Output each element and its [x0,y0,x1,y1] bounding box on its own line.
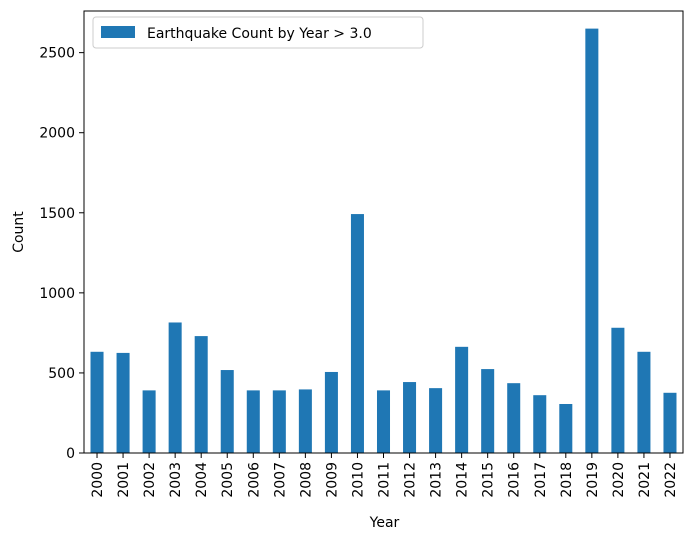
bar-2019 [585,28,599,454]
y-tick-label: 2500 [39,46,75,62]
bar-2021 [637,351,651,453]
x-tick-label: 2010 [350,462,366,498]
y-tick-label: 0 [66,446,75,462]
x-tick-label: 2012 [403,462,419,498]
x-tick-label: 2005 [220,462,236,498]
bar-2004 [194,336,208,453]
x-axis-ticks: 2000 2001 2002 2003 2004 2005 2006 2007 2008 2009… [90,453,679,498]
bar-2020 [611,327,625,453]
bar-2012 [403,382,417,453]
bar-2018 [559,403,573,453]
x-tick-label: 2003 [168,462,184,498]
x-tick-label: 2021 [637,462,653,498]
x-tick-label: 2013 [429,462,445,498]
y-axis-label: Count [11,211,27,253]
bar-2002 [142,390,156,453]
bar-2011 [376,390,391,453]
x-tick-label: 2006 [246,462,262,498]
bar-2005 [220,370,234,453]
legend: Earthquake Count by Year > 3.0 [92,16,424,49]
x-tick-label: 2014 [455,462,471,498]
x-tick-label: 2011 [377,462,393,498]
x-tick-label: 2007 [272,462,288,498]
bar-2013 [429,388,443,453]
bar-2014 [455,346,469,453]
bar-2006 [246,390,260,453]
x-tick-label: 2022 [663,462,679,498]
bar-2008 [298,389,312,453]
y-tick-label: 1000 [39,286,75,302]
y-axis-ticks: 0 500 1000 1500 2000 2500 [39,46,84,462]
bar-series [90,28,677,454]
y-tick-label: 2000 [39,126,75,142]
legend-swatch [101,26,135,38]
legend-box [92,16,424,49]
bar-2017 [533,395,547,453]
bar-2001 [116,352,130,453]
x-tick-label: 2001 [116,462,132,498]
bar-2003 [168,322,182,453]
bar-2007 [272,390,286,453]
x-tick-label: 2017 [533,462,549,498]
bar-2016 [507,383,521,453]
plot-frame [83,10,684,454]
bar-2022 [663,392,677,453]
x-tick-label: 2016 [507,462,523,498]
bar-2010 [350,214,364,453]
x-tick-label: 2015 [481,462,497,498]
x-tick-label: 2019 [585,462,601,498]
x-tick-label: 2002 [142,462,158,498]
legend-label: Earthquake Count by Year > 3.0 [147,26,372,42]
y-tick-label: 500 [48,366,75,382]
bar-2009 [324,371,338,453]
x-tick-label: 2018 [559,462,575,498]
x-tick-label: 2009 [324,462,340,498]
x-tick-label: 2020 [611,462,627,498]
bar-2015 [481,369,495,453]
x-tick-label: 2004 [194,462,210,498]
y-tick-label: 1500 [39,206,75,222]
x-axis-label: Year [369,515,400,531]
x-tick-label: 2008 [298,462,314,498]
x-tick-label: 2000 [90,462,106,498]
bar-2000 [90,351,104,453]
